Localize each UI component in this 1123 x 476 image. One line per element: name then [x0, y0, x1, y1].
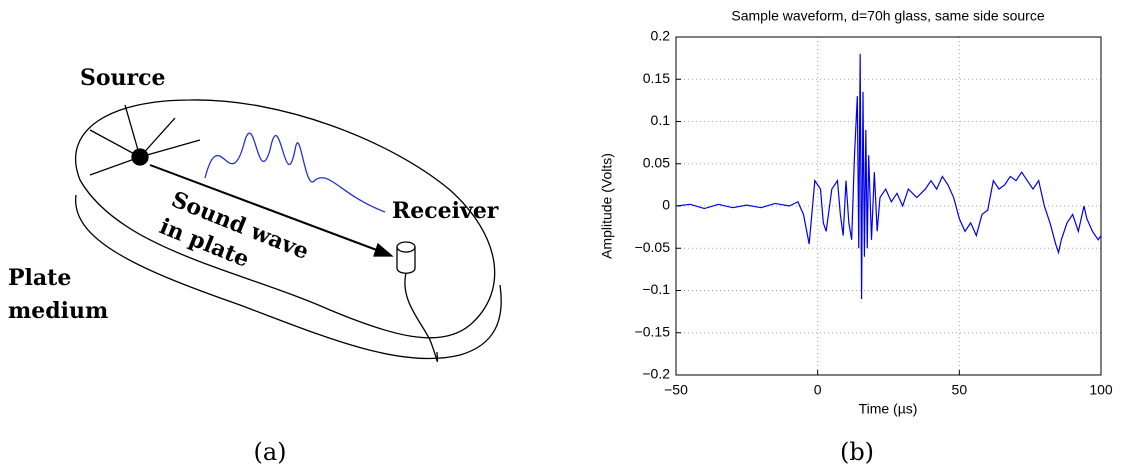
- y-tick-label: −0.1: [642, 281, 670, 297]
- ray: [124, 104, 141, 158]
- ray: [139, 117, 176, 158]
- ray: [139, 139, 201, 158]
- y-tick-label: 0.15: [643, 70, 670, 86]
- label: medium: [8, 298, 108, 324]
- x-tick-label: 50: [952, 382, 968, 398]
- caption: (b): [840, 438, 874, 466]
- y-tick-label: 0.05: [643, 154, 670, 170]
- x-tick-label: 0: [814, 382, 822, 398]
- arrowhead: [373, 242, 394, 257]
- y-tick-label: 0.1: [651, 112, 671, 128]
- cable: [404, 272, 439, 363]
- y-tick-label: −0.05: [635, 239, 671, 255]
- arrow: [149, 164, 391, 256]
- y-tick-label: −0.15: [635, 323, 671, 339]
- plate-bottom: [75, 194, 502, 360]
- waveform: [675, 53, 1102, 299]
- receiver-top: [396, 241, 416, 253]
- plate-top: [74, 99, 496, 339]
- label: Receiver: [392, 198, 499, 224]
- y-axis-label: Amplitude (Volts): [599, 153, 615, 259]
- ray: [89, 156, 141, 176]
- y-tick-label: −0.2: [642, 366, 670, 382]
- plate-diagram: [74, 99, 502, 363]
- caption: (a): [253, 438, 286, 466]
- label: Source: [80, 65, 166, 91]
- wave-sketch: [204, 132, 386, 213]
- label: Plate: [8, 265, 71, 291]
- x-tick-label: −50: [664, 382, 688, 398]
- x-axis-label: Time (µs): [859, 401, 918, 417]
- chart-title: Sample waveform, d=70h glass, same side …: [731, 8, 1044, 24]
- source-dot: [131, 148, 149, 166]
- y-tick-label: 0: [662, 197, 670, 213]
- y-tick-label: 0.2: [651, 28, 671, 44]
- x-tick-label: 100: [1089, 382, 1113, 398]
- ray: [89, 129, 141, 158]
